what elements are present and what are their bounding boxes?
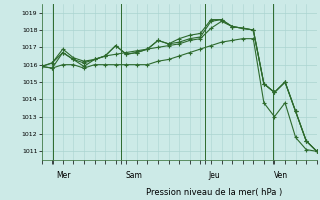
Text: Mer: Mer (57, 171, 71, 180)
Text: Pression niveau de la mer( hPa ): Pression niveau de la mer( hPa ) (146, 188, 283, 197)
Text: Sam: Sam (125, 171, 142, 180)
Text: Ven: Ven (274, 171, 288, 180)
Text: Jeu: Jeu (208, 171, 220, 180)
